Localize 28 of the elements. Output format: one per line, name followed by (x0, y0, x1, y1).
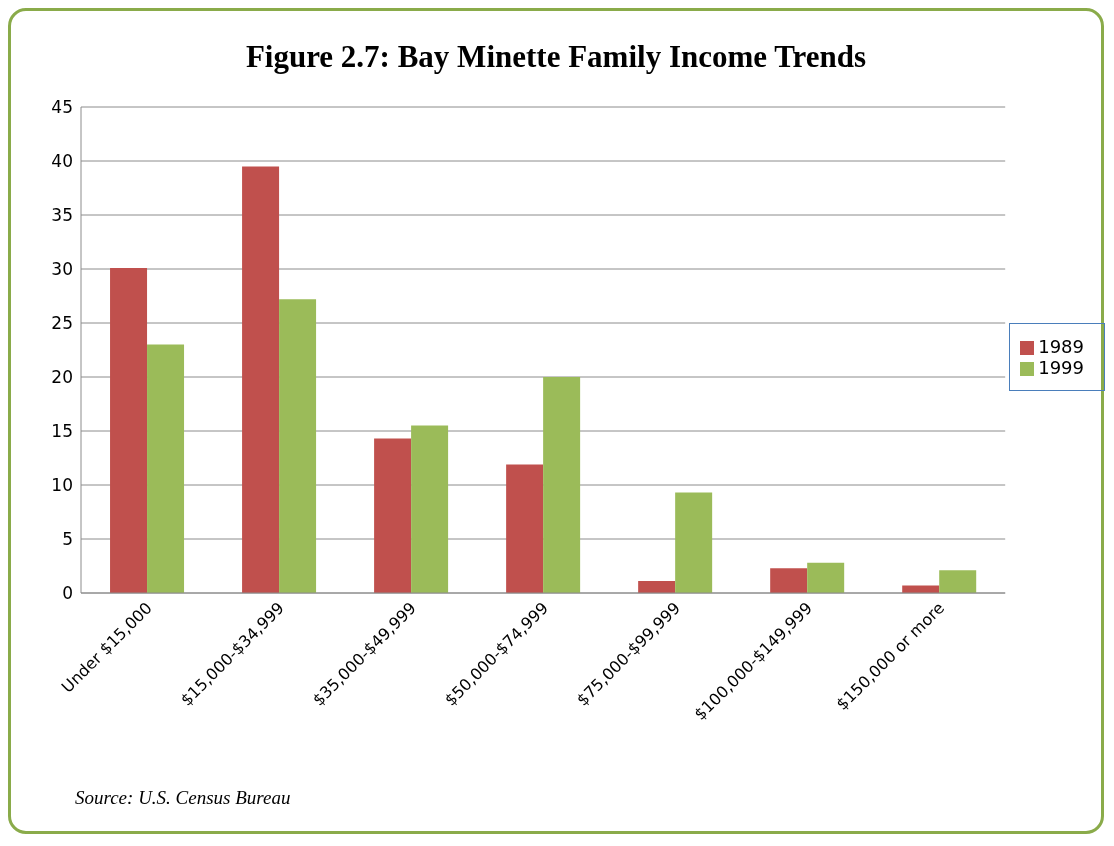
y-tick-label: 35 (51, 205, 73, 226)
bar (147, 344, 185, 593)
bar (242, 166, 280, 593)
y-tick-label: 20 (51, 367, 73, 388)
bar (110, 267, 148, 593)
bar (638, 581, 676, 593)
bar (770, 568, 808, 593)
bar (411, 425, 449, 593)
y-tick-label: 5 (62, 529, 73, 550)
bar (543, 377, 581, 593)
bar (902, 585, 940, 593)
bar (279, 299, 317, 593)
y-tick-label: 25 (51, 313, 73, 334)
source-note: Source: U.S. Census Bureau (75, 787, 291, 809)
y-tick-label: 30 (51, 259, 73, 280)
y-tick-label: 45 (51, 97, 73, 118)
bar (506, 464, 544, 593)
bar (675, 492, 713, 593)
y-tick-label: 15 (51, 421, 73, 442)
y-tick-label: 0 (62, 583, 73, 604)
bar (807, 562, 845, 593)
y-tick-label: 40 (51, 151, 73, 172)
bar (374, 438, 412, 593)
chart-title: Figure 2.7: Bay Minette Family Income Trends (244, 39, 868, 75)
y-tick-label: 10 (51, 475, 73, 496)
bar (939, 570, 977, 593)
legend-label: 1989 (1038, 336, 1084, 357)
legend-label: 1999 (1038, 357, 1084, 378)
